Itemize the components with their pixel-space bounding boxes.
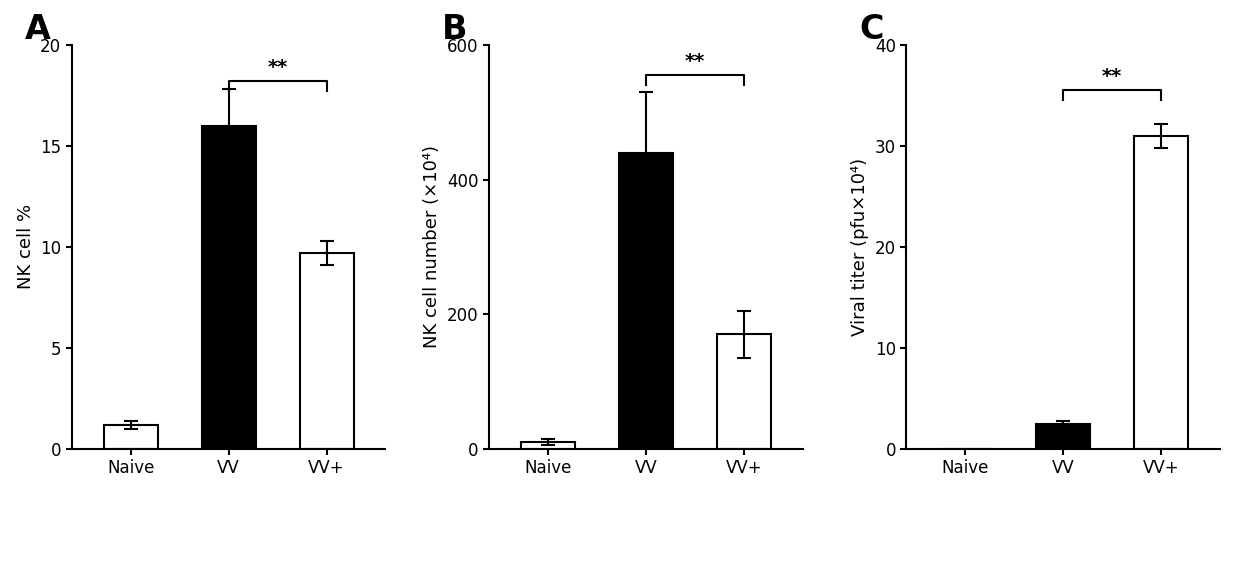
- Y-axis label: Viral titer (pfu×10⁴): Viral titer (pfu×10⁴): [851, 158, 869, 336]
- Text: **: **: [684, 52, 706, 71]
- Y-axis label: NK cell %: NK cell %: [16, 204, 35, 289]
- Bar: [1037, 424, 1090, 449]
- Bar: [1135, 136, 1188, 449]
- Bar: [619, 153, 673, 449]
- Bar: [300, 253, 353, 449]
- Text: C: C: [859, 12, 884, 45]
- Text: A: A: [25, 12, 51, 45]
- Bar: [717, 334, 771, 449]
- Bar: [521, 442, 575, 449]
- Bar: [104, 425, 157, 449]
- Text: **: **: [268, 58, 288, 77]
- Bar: [202, 126, 255, 449]
- Text: B: B: [441, 12, 467, 45]
- Y-axis label: NK cell number (×10⁴): NK cell number (×10⁴): [424, 145, 441, 348]
- Text: **: **: [1102, 67, 1122, 86]
